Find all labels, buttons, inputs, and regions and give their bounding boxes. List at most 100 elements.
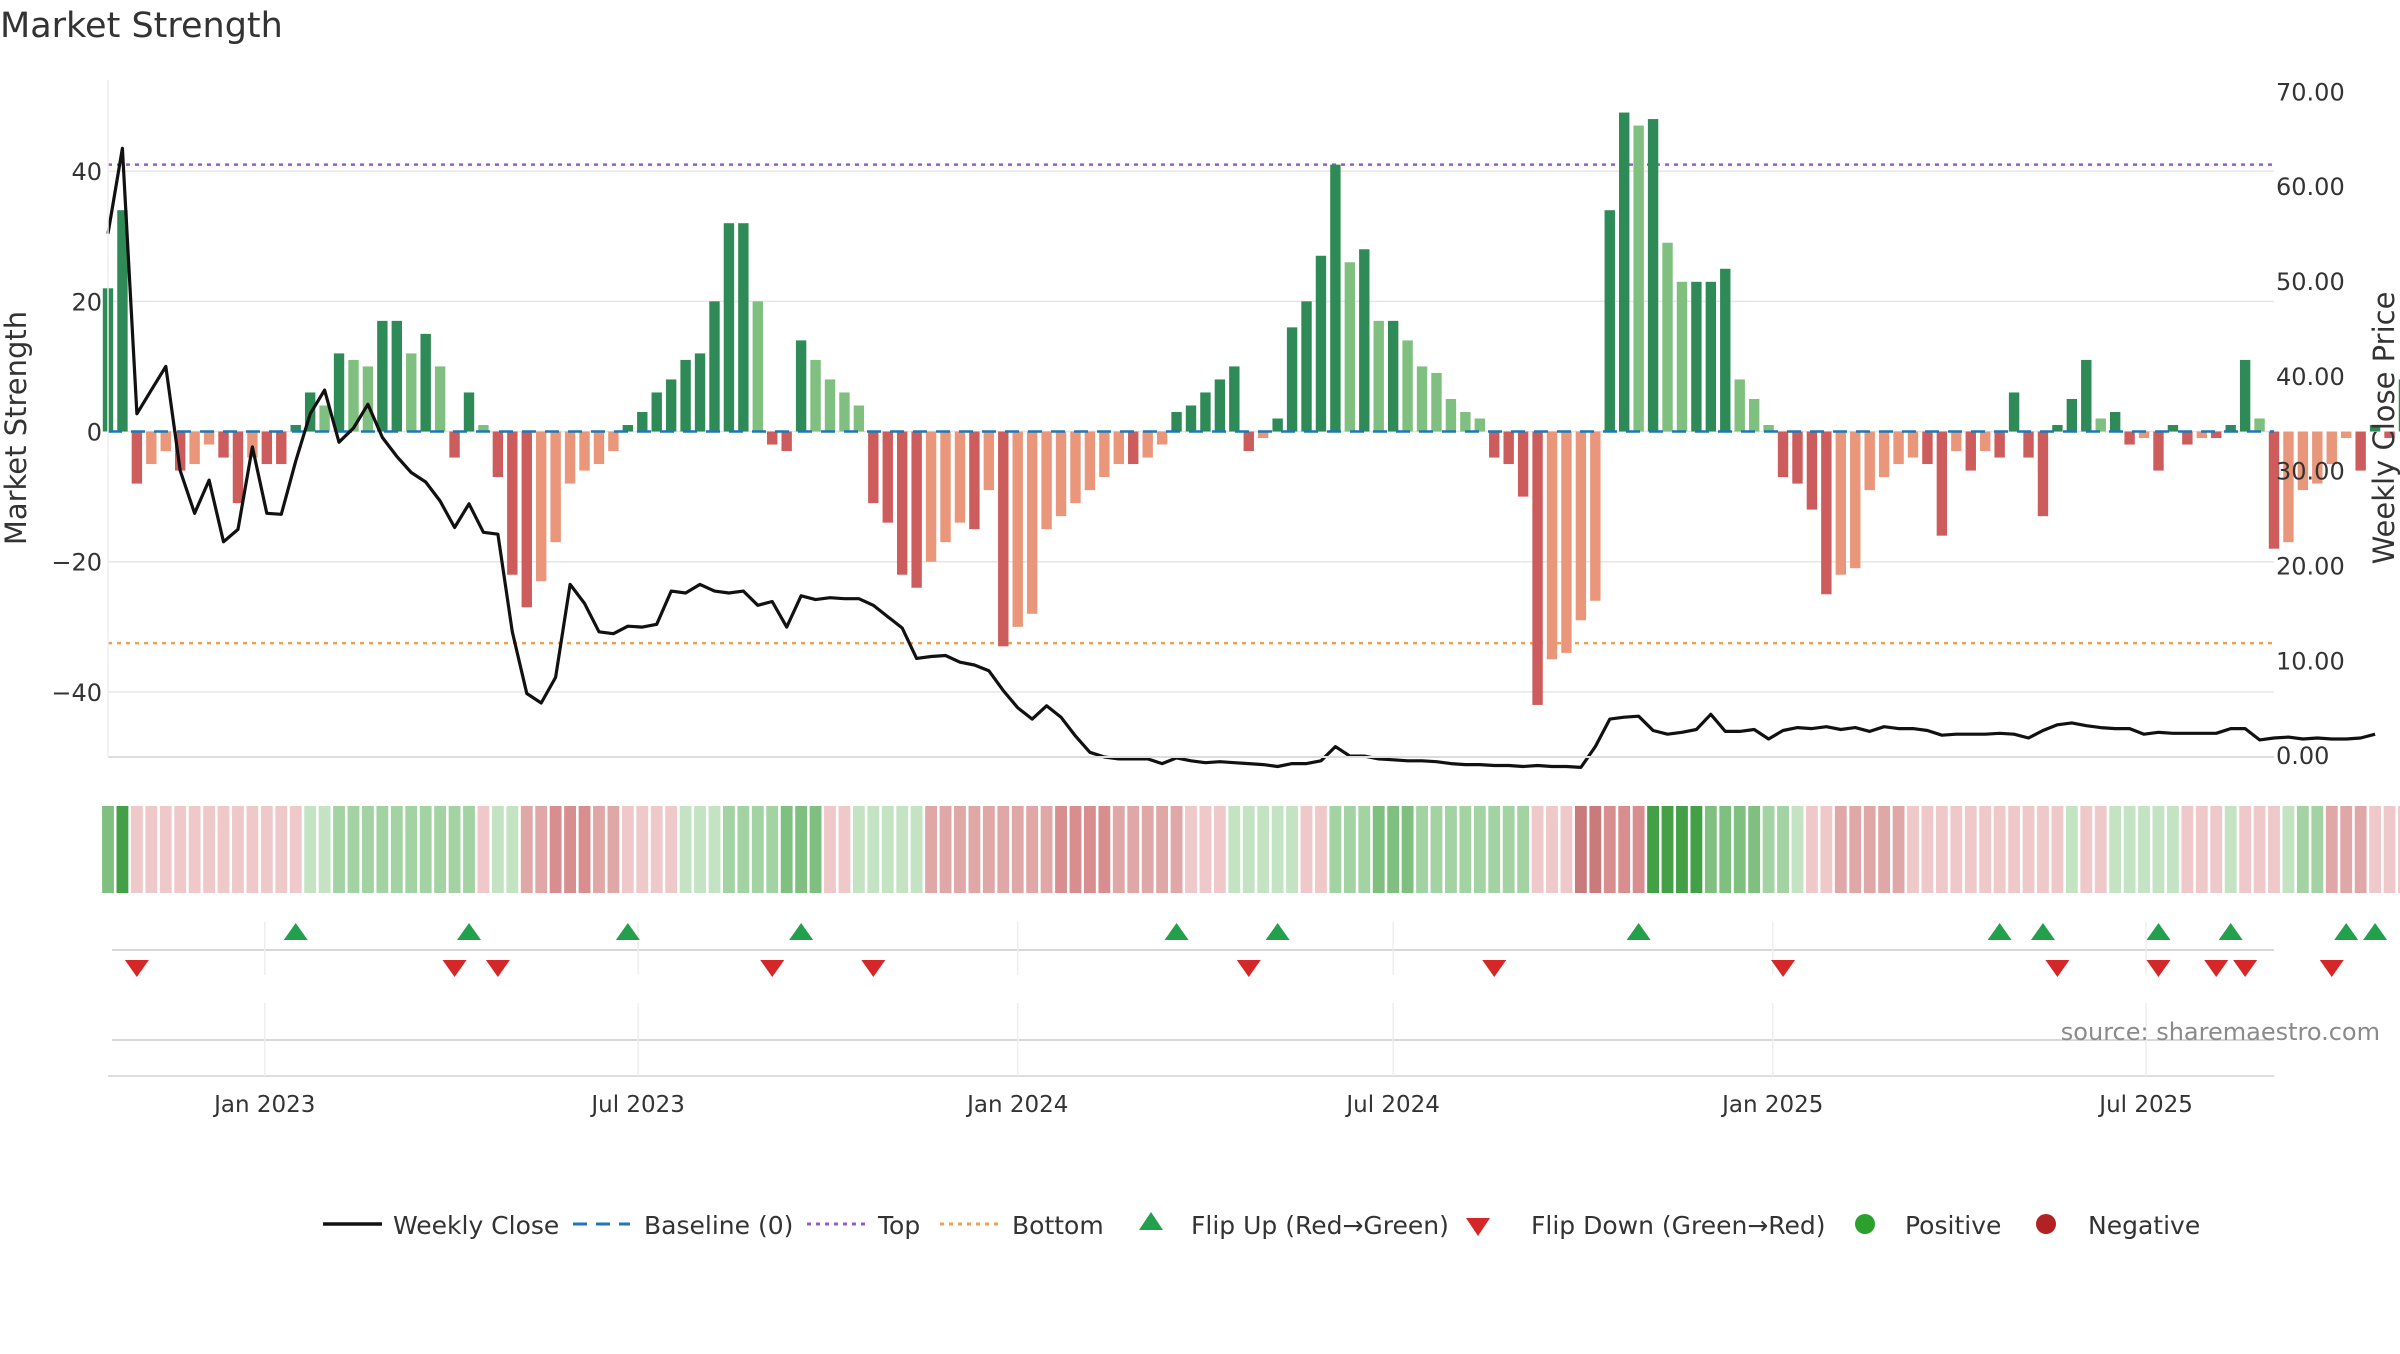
strength-bar	[1893, 431, 1904, 465]
x-tick-label: Jan 2023	[212, 1092, 315, 1118]
regime-cell	[2383, 806, 2396, 893]
strength-bar	[694, 353, 706, 432]
y2-tick-label: 70.00	[2276, 78, 2345, 106]
flip-up-marker	[1987, 923, 2012, 940]
regime-cell	[1387, 806, 1400, 893]
regime-cell	[159, 806, 172, 893]
regime-cell	[665, 806, 678, 893]
strength-bar	[276, 431, 287, 465]
strength-bar	[882, 431, 893, 523]
regime-cell	[2037, 806, 2049, 893]
regime-cell	[2008, 806, 2021, 893]
regime-cell	[520, 806, 533, 893]
regime-cell	[1473, 806, 1486, 893]
regime-cell	[549, 806, 562, 893]
strength-bar	[232, 431, 244, 504]
x-tick-label: Jan 2025	[1720, 1092, 1823, 1118]
strength-bar	[2355, 431, 2366, 471]
strength-bar	[1416, 366, 1428, 432]
strength-bar	[1113, 431, 1124, 465]
strength-bar	[868, 431, 879, 504]
regime-cell	[2152, 806, 2165, 893]
regime-cell	[1069, 806, 1082, 893]
x-tick-label: Jan 2024	[965, 1092, 1068, 1118]
strength-bar	[2239, 359, 2251, 432]
strength-bar	[333, 353, 345, 432]
strength-bar	[1835, 431, 1846, 575]
strength-bar	[449, 431, 460, 458]
regime-cell	[1892, 806, 1905, 893]
regime-cell	[1560, 806, 1573, 893]
strength-bar	[1315, 255, 1327, 432]
strength-bar	[622, 425, 634, 432]
regime-cell	[1733, 806, 1746, 893]
strength-bar	[2109, 411, 2121, 432]
regime-cell	[318, 806, 331, 893]
regime-cell	[1863, 806, 1876, 893]
strength-bar	[1748, 398, 1760, 432]
regime-cell	[1372, 806, 1385, 893]
regime-cell	[145, 806, 158, 893]
legend-flip-up-label: Flip Up (Red→Green)	[1191, 1211, 1449, 1240]
flip-down-marker	[2146, 960, 2171, 977]
regime-cell	[1343, 806, 1356, 893]
regime-cell	[333, 806, 345, 893]
regime-cell	[2138, 806, 2150, 893]
strength-bar	[362, 366, 374, 432]
weekly-close-series	[106, 146, 2376, 770]
regime-cell	[2325, 806, 2338, 893]
y2-tick-label: 20.00	[2276, 552, 2345, 580]
strength-bar	[1301, 301, 1312, 432]
flip-up-marker	[789, 923, 814, 940]
regime-cell	[968, 806, 981, 893]
strength-bar	[2196, 431, 2207, 439]
regime-cell	[2181, 806, 2194, 893]
flip-up-marker	[1265, 923, 1290, 940]
strength-bar	[911, 431, 922, 588]
regime-cell	[1921, 806, 1934, 893]
flip-down-marker	[1771, 960, 1796, 977]
strength-bar	[420, 333, 431, 432]
flip-down-marker	[861, 960, 886, 977]
flip-down-marker	[2204, 960, 2229, 977]
regime-cell	[1979, 806, 1992, 893]
strength-bar	[2254, 418, 2265, 432]
strength-bar	[897, 431, 908, 575]
strength-bar	[434, 366, 446, 432]
strength-bar	[1633, 125, 1644, 432]
strength-bar	[1575, 431, 1587, 621]
strength-bar	[319, 405, 330, 432]
regime-cell	[1805, 806, 1818, 893]
strength-bar	[1474, 418, 1485, 432]
regime-cell	[1632, 806, 1645, 893]
strength-bar	[1980, 431, 1991, 452]
strength-bar	[983, 431, 995, 491]
strength-bar	[1055, 431, 1067, 517]
regime-cell	[1127, 806, 1140, 893]
strength-bar	[1012, 431, 1023, 627]
regime-cell	[376, 806, 389, 893]
regime-cell	[1242, 806, 1255, 893]
strength-bar	[1026, 431, 1038, 614]
strength-bar	[709, 301, 720, 432]
strength-bar	[1214, 379, 1226, 432]
strength-bar	[767, 431, 778, 445]
legend-top: Top	[807, 1211, 920, 1240]
strength-bar	[146, 431, 157, 465]
strength-bar	[680, 359, 691, 432]
legend-negative-label: Negative	[2088, 1211, 2200, 1240]
regime-cell	[2239, 806, 2252, 893]
regime-cell	[1329, 806, 1342, 893]
regime-cell	[1170, 806, 1183, 893]
regime-cell	[925, 806, 938, 893]
strength-bar	[998, 431, 1009, 647]
regime-cell	[2354, 806, 2367, 893]
strength-bar	[1647, 119, 1659, 432]
regime-cell	[116, 806, 129, 893]
legend: Weekly Close Baseline (0) Top Bottom Fli…	[323, 1211, 2200, 1240]
strength-bar	[651, 392, 662, 432]
regime-cell	[1531, 806, 1544, 893]
source-label: source: sharemaestro.com	[2061, 1018, 2380, 1046]
regime-cell	[1603, 806, 1616, 893]
